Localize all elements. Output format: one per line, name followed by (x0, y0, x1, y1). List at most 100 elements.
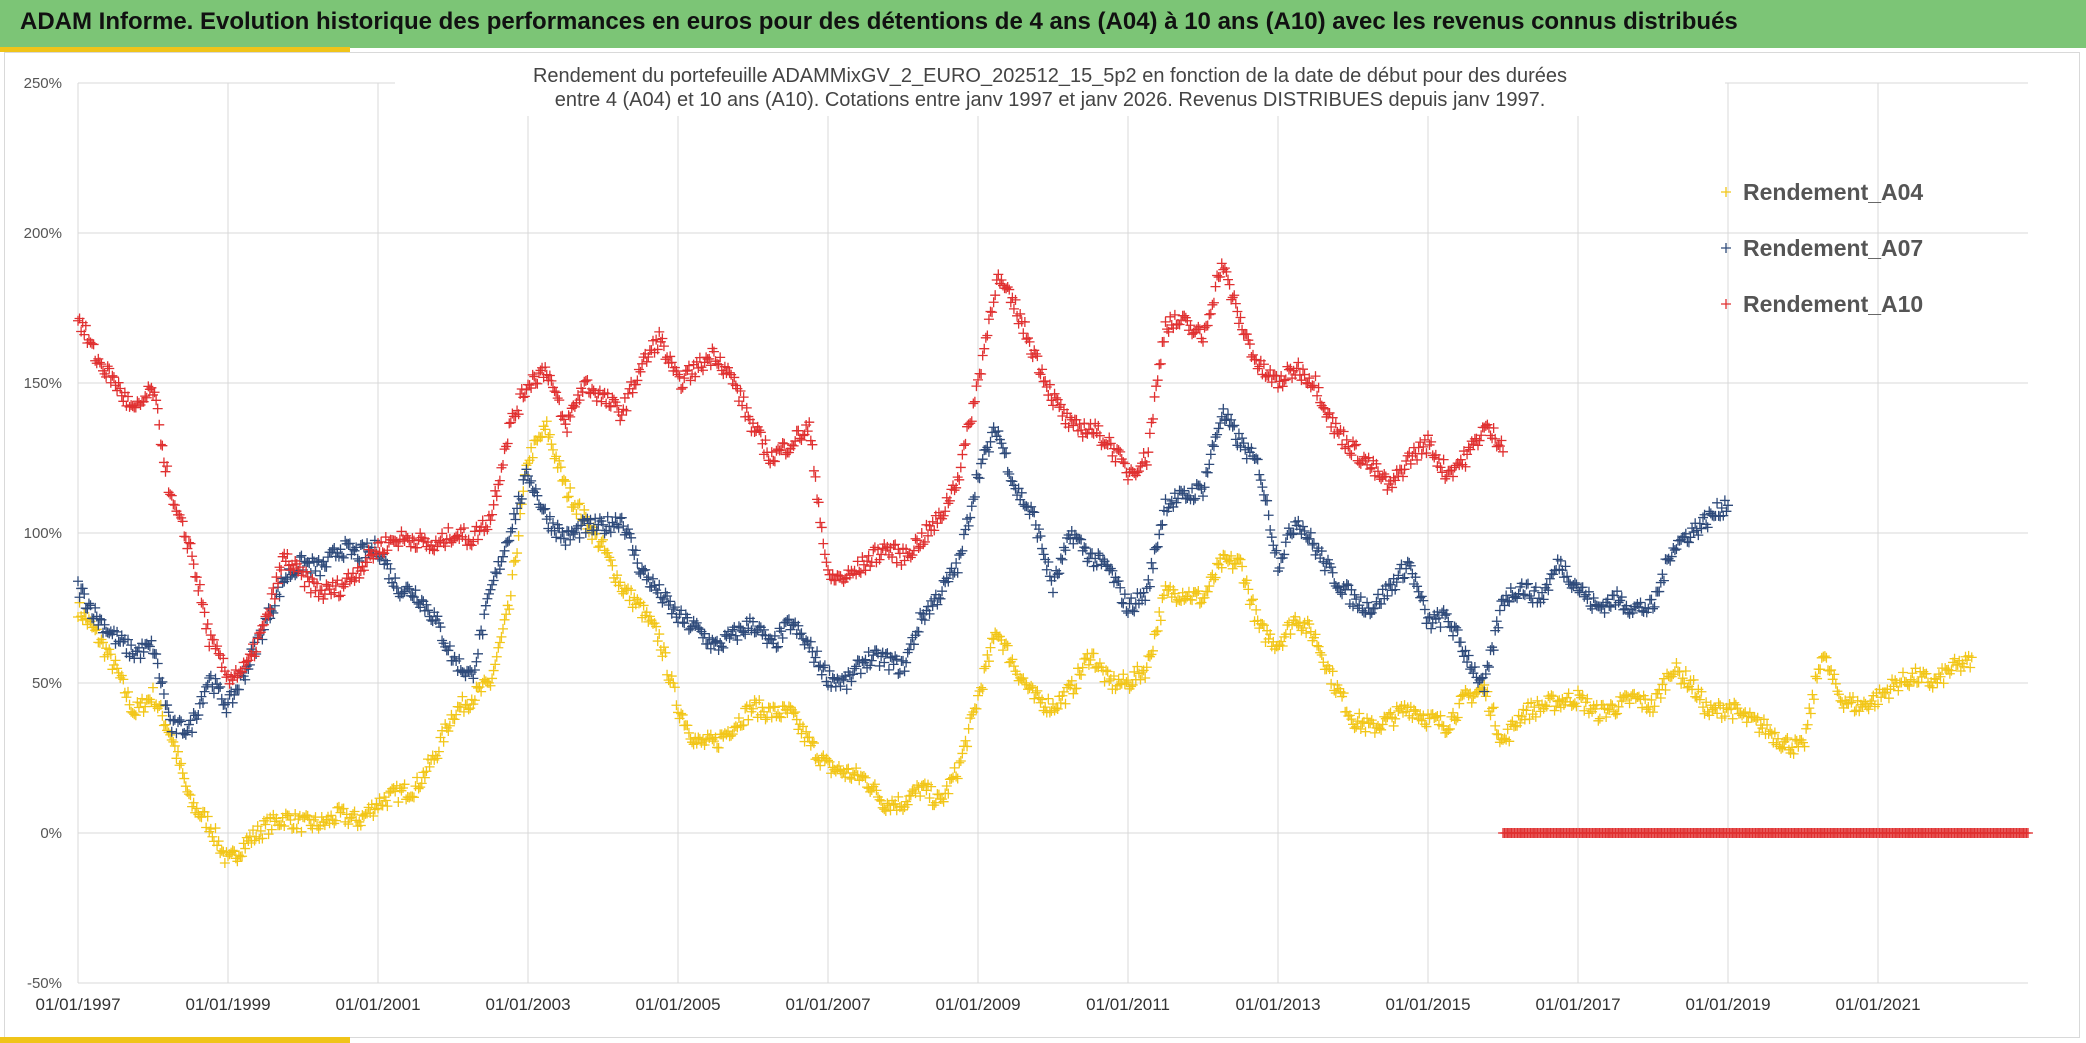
data-point-rendement-a07 (515, 498, 526, 509)
data-point-rendement-a04 (1624, 698, 1635, 709)
data-point-rendement-a04 (1094, 658, 1105, 669)
data-point-rendement-a04 (140, 701, 151, 712)
data-point-rendement-a07 (598, 519, 608, 530)
y-tick-label: 100% (24, 525, 62, 542)
x-tick-label: 01/01/2015 (1385, 995, 1470, 1014)
data-point-rendement-a04 (593, 542, 604, 553)
data-point-rendement-a04 (1121, 677, 1132, 688)
data-point-rendement-a07 (848, 669, 858, 680)
y-tick-label: 50% (32, 675, 62, 692)
data-point-rendement-a04 (1863, 704, 1874, 715)
data-point-rendement-a07 (813, 661, 824, 672)
data-point-rendement-a07 (1026, 501, 1037, 512)
data-point-rendement-a04 (682, 720, 693, 731)
data-point-rendement-a10 (1215, 271, 1226, 282)
data-point-rendement-a10 (155, 439, 166, 450)
data-point-rendement-a07 (407, 591, 418, 602)
data-point-rendement-a07 (1226, 414, 1237, 425)
data-point-rendement-a04 (1301, 628, 1312, 639)
data-point-rendement-a07 (1505, 583, 1516, 594)
data-point-rendement-a07 (1562, 571, 1573, 582)
data-point-rendement-a04 (743, 714, 754, 725)
data-point-rendement-a10 (257, 620, 268, 631)
data-point-rendement-a10 (641, 356, 652, 367)
data-point-rendement-a04 (1194, 598, 1205, 609)
data-point-rendement-a04 (973, 690, 983, 701)
data-point-rendement-a07 (849, 663, 860, 674)
data-point-rendement-a04 (374, 793, 385, 804)
data-point-rendement-a10 (262, 609, 273, 620)
data-point-rendement-a07 (1304, 533, 1315, 544)
data-point-rendement-a07 (158, 688, 169, 699)
data-point-rendement-a04 (1946, 665, 1957, 676)
data-point-rendement-a07 (816, 669, 827, 680)
data-point-rendement-a07 (199, 686, 210, 697)
data-point-rendement-a04 (658, 642, 669, 653)
data-point-rendement-a10 (1051, 392, 1062, 403)
data-point-rendement-a07 (1665, 555, 1676, 566)
data-point-rendement-a04 (1430, 712, 1441, 723)
data-point-rendement-a04 (824, 756, 835, 767)
data-point-rendement-a07 (494, 564, 505, 575)
data-point-rendement-a07 (1691, 525, 1702, 536)
data-point-rendement-a10 (807, 439, 818, 450)
data-point-rendement-a07 (1287, 529, 1298, 540)
data-point-rendement-a10 (1144, 428, 1155, 439)
data-point-rendement-a07 (421, 599, 432, 610)
data-point-rendement-a07 (1098, 554, 1108, 565)
data-point-rendement-a04 (1674, 666, 1685, 677)
data-point-rendement-a10 (168, 499, 179, 510)
data-point-rendement-a10 (540, 362, 551, 373)
data-point-rendement-a07 (1469, 661, 1480, 672)
data-point-rendement-a10 (769, 456, 780, 467)
data-point-rendement-a07 (1269, 547, 1280, 558)
data-point-rendement-a07 (1657, 569, 1668, 580)
data-point-rendement-a10 (1254, 361, 1265, 372)
data-point-rendement-a10 (723, 362, 733, 373)
data-point-rendement-a10 (183, 537, 194, 548)
data-point-rendement-a10 (498, 459, 508, 470)
data-point-rendement-a10 (1044, 379, 1055, 390)
data-point-rendement-a10 (1319, 403, 1330, 414)
data-point-rendement-a04 (1169, 588, 1180, 599)
data-point-rendement-a07 (1521, 579, 1532, 590)
data-point-rendement-a04 (191, 803, 202, 814)
data-point-rendement-a07 (157, 676, 168, 687)
data-point-rendement-a07 (1105, 563, 1116, 574)
data-point-rendement-a07 (640, 564, 651, 575)
data-point-rendement-a10 (680, 366, 691, 377)
data-point-rendement-a07 (1605, 601, 1616, 612)
data-point-rendement-a04 (651, 621, 662, 632)
data-point-rendement-a10 (265, 603, 276, 614)
data-point-rendement-a10 (269, 593, 280, 604)
data-point-rendement-a04 (1846, 697, 1857, 708)
data-point-rendement-a07 (257, 634, 268, 645)
data-point-rendement-a10 (996, 275, 1007, 286)
data-point-rendement-a10 (632, 375, 643, 386)
data-point-rendement-a04 (1349, 723, 1360, 734)
data-point-rendement-a04 (326, 810, 337, 821)
data-point-rendement-a04 (693, 732, 704, 743)
y-tick-label: 150% (24, 375, 62, 392)
data-point-rendement-a04 (1338, 688, 1349, 699)
data-point-rendement-a10 (1423, 430, 1433, 441)
data-point-rendement-a10 (1465, 444, 1476, 455)
data-point-rendement-a10 (1313, 382, 1324, 393)
data-point-rendement-a10 (676, 384, 687, 395)
data-point-rendement-a10 (952, 472, 963, 483)
data-point-rendement-a07 (423, 605, 433, 616)
data-point-rendement-a10 (335, 590, 346, 601)
data-point-rendement-a04 (1216, 562, 1227, 573)
data-point-rendement-a04 (796, 728, 807, 739)
data-point-rendement-a04 (1310, 629, 1321, 640)
data-point-rendement-a07 (1435, 622, 1446, 633)
data-point-rendement-a10 (969, 396, 980, 407)
data-point-rendement-a04 (555, 462, 566, 473)
data-point-rendement-a10 (240, 663, 251, 674)
data-point-rendement-a04 (498, 623, 508, 634)
data-point-rendement-a07 (1419, 604, 1430, 615)
data-point-rendement-a10 (563, 410, 574, 421)
y-tick-label: 0% (40, 825, 62, 842)
data-point-rendement-a07 (957, 545, 968, 556)
data-point-rendement-a07 (1693, 530, 1704, 541)
